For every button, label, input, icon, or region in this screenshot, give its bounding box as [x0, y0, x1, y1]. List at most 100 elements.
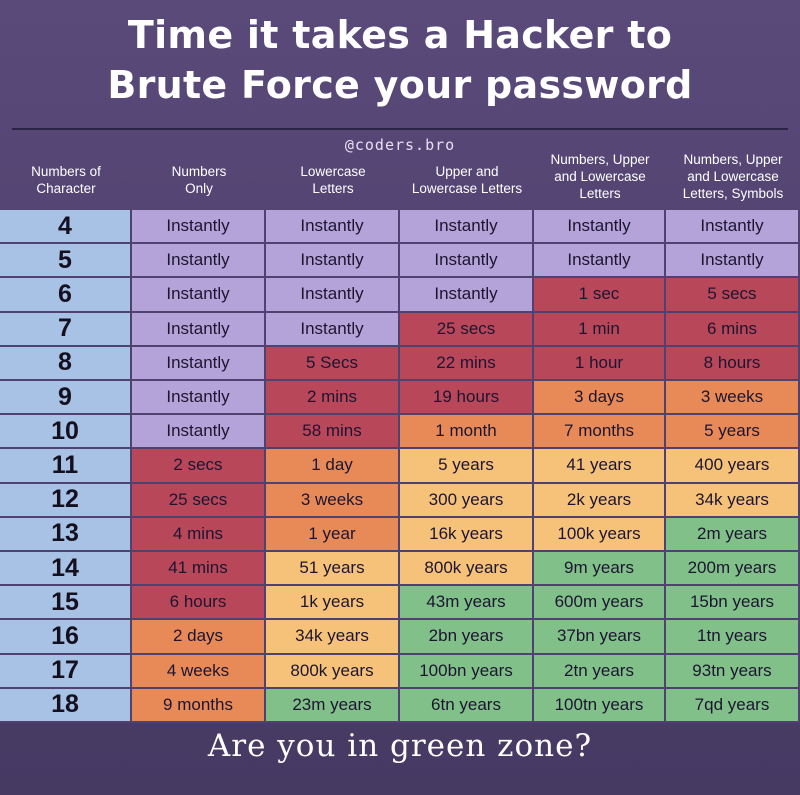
crack-time-cell: 600m years	[534, 586, 666, 621]
row-character-count: 17	[0, 654, 132, 689]
crack-time-cell: 1 month	[400, 415, 534, 450]
crack-time-cell: Instantly	[132, 210, 266, 245]
column-header-line: Numbers, Upper	[550, 151, 650, 167]
crack-time-cell: Instantly	[534, 244, 666, 279]
crack-time-cell: 2m years	[666, 517, 800, 552]
crack-time-cell: 6tn years	[400, 688, 534, 723]
crack-time-cell: Instantly	[132, 244, 266, 279]
row-character-count: 11	[0, 449, 132, 484]
crack-time-cell: 100tn years	[534, 688, 666, 723]
crack-time-cell: 43m years	[400, 586, 534, 621]
column-header-line: Lowercase Letters	[411, 181, 523, 196]
crack-time-cell: Instantly	[132, 346, 266, 381]
crack-time-cell: 1 sec	[534, 278, 666, 313]
column-header-line: Only	[185, 181, 213, 196]
crack-time-cell: Instantly	[666, 244, 800, 279]
column-header-line: Numbers	[171, 164, 227, 179]
crack-time-cell: 22 mins	[400, 346, 534, 381]
crack-time-cell: 1k years	[266, 586, 400, 621]
column-header-line: Character	[36, 181, 96, 196]
crack-time-cell: 16k years	[400, 517, 534, 552]
crack-time-cell: Instantly	[132, 381, 266, 416]
crack-time-cell: 5 years	[400, 449, 534, 484]
crack-time-cell: 2 days	[132, 620, 266, 655]
crack-time-cell: 1 year	[266, 517, 400, 552]
column-header-line: Numbers, Upper	[683, 151, 783, 167]
crack-time-cell: 2 mins	[266, 381, 400, 416]
page-title: Time it takes a Hacker to Brute Force yo…	[0, 10, 800, 110]
crack-time-cell: Instantly	[266, 312, 400, 347]
column-header-line: Letters, Symbols	[682, 185, 784, 201]
row-character-count: 8	[0, 346, 132, 381]
crack-time-cell: 9 months	[132, 688, 266, 723]
crack-time-cell: 34k years	[266, 620, 400, 655]
crack-time-cell: 3 weeks	[266, 483, 400, 518]
row-character-count: 4	[0, 210, 132, 245]
crack-time-cell: 19 hours	[400, 381, 534, 416]
crack-time-cell: 23m years	[266, 688, 400, 723]
crack-time-cell: 51 years	[266, 552, 400, 587]
crack-time-cell: 200m years	[666, 552, 800, 587]
crack-time-cell: 1 hour	[534, 346, 666, 381]
crack-time-cell: 7qd years	[666, 688, 800, 723]
title-divider	[12, 128, 788, 130]
crack-time-cell: 2bn years	[400, 620, 534, 655]
crack-time-cell: 300 years	[400, 483, 534, 518]
crack-time-cell: 7 months	[534, 415, 666, 450]
crack-time-cell: 2k years	[534, 483, 666, 518]
crack-time-cell: 9m years	[534, 552, 666, 587]
author-handle: @coders.bro	[344, 136, 456, 154]
crack-time-cell: Instantly	[132, 278, 266, 313]
crack-time-cell: 5 Secs	[266, 346, 400, 381]
column-header-line: Numbers of	[31, 164, 101, 179]
crack-time-cell: Instantly	[266, 210, 400, 245]
column-header-2: Lowercase Letters	[266, 150, 400, 210]
crack-time-cell: 34k years	[666, 483, 800, 518]
crack-time-cell: 1 day	[266, 449, 400, 484]
crack-time-cell: 3 days	[534, 381, 666, 416]
crack-time-cell: Instantly	[534, 210, 666, 245]
crack-time-cell: 1tn years	[666, 620, 800, 655]
row-character-count: 9	[0, 381, 132, 416]
crack-time-cell: Instantly	[266, 278, 400, 313]
crack-time-cell: 15bn years	[666, 586, 800, 621]
crack-time-cell: Instantly	[132, 415, 266, 450]
title-line-1: Time it takes a Hacker to	[127, 13, 673, 57]
crack-time-cell: 2 secs	[132, 449, 266, 484]
footer-question: Are you in green zone?	[207, 728, 593, 764]
crack-time-cell: 100bn years	[400, 654, 534, 689]
column-header-3: Upper and Lowercase Letters	[400, 150, 534, 210]
row-character-count: 15	[0, 586, 132, 621]
crack-time-cell: 58 mins	[266, 415, 400, 450]
crack-time-cell: 6 mins	[666, 312, 800, 347]
column-header-4: Numbers, Upper and Lowercase Letters	[534, 146, 666, 206]
crack-time-cell: 25 secs	[132, 483, 266, 518]
crack-time-cell: 41 mins	[132, 552, 266, 587]
column-header-0: Numbers of Character	[0, 150, 132, 210]
title-line-2: Brute Force your password	[107, 63, 693, 107]
row-character-count: 14	[0, 552, 132, 587]
crack-time-cell: 93tn years	[666, 654, 800, 689]
row-character-count: 12	[0, 483, 132, 518]
crack-time-cell: 1 min	[534, 312, 666, 347]
column-header-line: and Lowercase	[687, 168, 779, 184]
crack-time-cell: 4 weeks	[132, 654, 266, 689]
crack-time-cell: 3 weeks	[666, 381, 800, 416]
crack-time-cell: Instantly	[400, 244, 534, 279]
crack-time-cell: 100k years	[534, 517, 666, 552]
row-character-count: 10	[0, 415, 132, 450]
crack-time-cell: 800k years	[266, 654, 400, 689]
crack-time-cell: 2tn years	[534, 654, 666, 689]
crack-time-cell: Instantly	[400, 278, 534, 313]
column-header-line: Lowercase	[300, 164, 366, 179]
crack-time-cell: Instantly	[666, 210, 800, 245]
crack-time-cell: 37bn years	[534, 620, 666, 655]
column-header-5: Numbers, Upper and Lowercase Letters, Symb…	[666, 146, 800, 206]
crack-time-cell: 25 secs	[400, 312, 534, 347]
column-header-line: Letters	[579, 185, 621, 201]
crack-time-cell: 400 years	[666, 449, 800, 484]
crack-time-cell: 5 years	[666, 415, 800, 450]
crack-time-cell: 800k years	[400, 552, 534, 587]
row-character-count: 6	[0, 278, 132, 313]
column-header-line: Letters	[312, 181, 354, 196]
